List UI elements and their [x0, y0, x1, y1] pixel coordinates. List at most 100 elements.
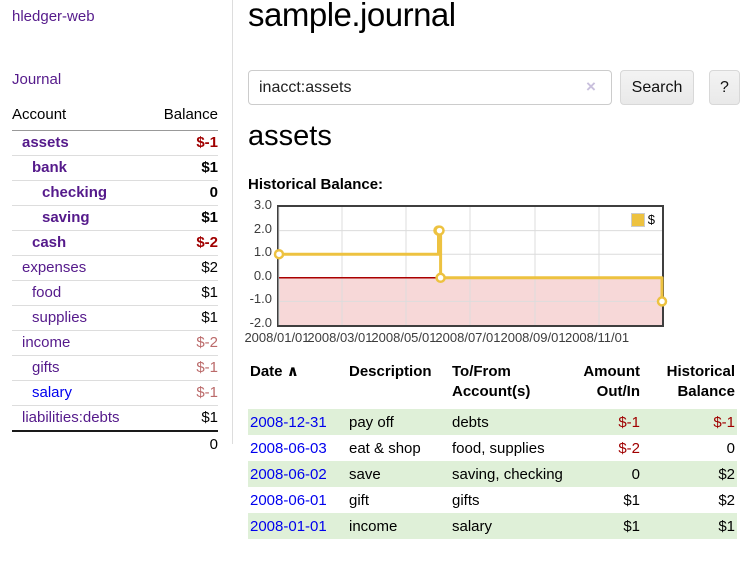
transaction-description: eat & shop	[349, 440, 421, 457]
historical-balance-chart: $ 3.0 2.0 1.0 0.0 -1.0 -2.0 2008/01/01 2008/03/…	[244, 198, 742, 355]
account-row: liabilities:debts $1	[12, 405, 218, 432]
account-link[interactable]: food	[32, 284, 62, 301]
col-header-accounts: To/From Account(s)	[452, 363, 531, 400]
transaction-date-link[interactable]: 2008-06-02	[250, 466, 327, 483]
transaction-accounts: food, supplies	[452, 440, 545, 457]
account-row: income $-2	[12, 330, 218, 356]
legend-label: $	[647, 212, 655, 227]
transaction-accounts: salary	[452, 518, 493, 535]
y-axis-tick-label: 3.0	[253, 197, 272, 212]
account-row: salary $-1	[12, 380, 218, 406]
transaction-date-link[interactable]: 2008-01-01	[250, 518, 327, 535]
sort-ascending-icon: ∧	[286, 363, 299, 380]
account-balance: $-1	[148, 130, 218, 156]
account-row: expenses $2	[12, 255, 218, 281]
accounts-total-balance: 0	[148, 430, 218, 458]
clear-search-icon[interactable]: ×	[586, 77, 596, 96]
accounts-header-row: Account Balance	[12, 102, 218, 131]
table-row: 2008-06-01 gift gifts $1 $2	[248, 487, 737, 513]
account-balance: $1	[148, 155, 218, 181]
y-axis-tick-label: -1.0	[249, 291, 272, 307]
account-link[interactable]: bank	[32, 159, 68, 176]
main-content: sample.journal × Search ? assets Histori…	[244, 0, 742, 582]
transaction-amount: $1	[623, 518, 640, 535]
table-row: 2008-01-01 income salary $1 $1	[248, 513, 737, 539]
sidebar: hledger-web Journal Account Balance asse…	[0, 0, 233, 458]
col-header-description: Description	[349, 363, 432, 380]
account-link[interactable]: income	[22, 334, 71, 351]
account-balance: $1	[148, 405, 218, 432]
account-row: food $1	[12, 280, 218, 306]
account-link[interactable]: supplies	[32, 309, 88, 326]
account-balance: $1	[148, 205, 218, 231]
account-link[interactable]: saving	[42, 209, 90, 226]
account-balance: $2	[148, 255, 218, 281]
account-row: gifts $-1	[12, 355, 218, 381]
account-row: bank $1	[12, 155, 218, 181]
account-link[interactable]: liabilities:debts	[22, 409, 120, 426]
account-row: assets $-1	[12, 130, 218, 156]
transaction-amount: 0	[631, 466, 640, 483]
account-balance: $-1	[148, 380, 218, 406]
sidebar-item-journal[interactable]: Journal	[12, 71, 62, 88]
col-header-date[interactable]: Date ∧	[250, 363, 299, 380]
help-button[interactable]: ?	[709, 70, 740, 105]
transaction-balance: $-1	[713, 414, 735, 431]
x-axis-tick-label: 2008/11/01	[564, 330, 630, 345]
x-axis-tick-label: 2008/05/01	[371, 330, 437, 345]
register-header-row: Date ∧ Description To/From Account(s) Am…	[248, 358, 737, 409]
legend-swatch-icon	[630, 212, 645, 227]
account-link[interactable]: gifts	[32, 359, 60, 376]
transaction-date-link[interactable]: 2008-06-03	[250, 440, 327, 457]
transaction-description: pay off	[349, 414, 394, 431]
chart-legend: $	[628, 211, 657, 228]
account-row: saving $1	[12, 205, 218, 231]
account-link[interactable]: salary	[32, 384, 73, 401]
transaction-description: gift	[349, 492, 370, 509]
chart-plot-area: $	[273, 205, 668, 327]
x-axis-tick-label: 2008/01/01	[244, 330, 310, 345]
table-row: 2008-06-02 save saving, checking 0 $2	[248, 461, 737, 487]
x-axis-tick-label: 2008/07/01	[435, 330, 501, 345]
x-axis-tick-label: 2008/09/01	[500, 330, 566, 345]
account-row: checking 0	[12, 180, 218, 206]
transaction-balance: $1	[718, 518, 735, 535]
account-link[interactable]: assets	[22, 134, 69, 151]
table-row: 2008-06-03 eat & shop food, supplies $-2 0	[248, 435, 737, 461]
account-balance: $-1	[148, 355, 218, 381]
account-link[interactable]: cash	[32, 234, 67, 251]
account-heading: assets	[248, 120, 332, 152]
search-bar: × Search ?	[248, 70, 742, 106]
accounts-table: Account Balance assets $-1 bank $1 checking 0…	[12, 102, 218, 458]
y-axis-tick-label: 2.0	[253, 220, 272, 236]
transaction-description: save	[349, 466, 381, 483]
transaction-balance: 0	[726, 440, 735, 457]
account-balance: $1	[148, 305, 218, 331]
transaction-accounts: debts	[452, 414, 489, 431]
search-input[interactable]	[248, 70, 612, 105]
register-table: Date ∧ Description To/From Account(s) Am…	[248, 358, 737, 539]
account-link[interactable]: checking	[42, 184, 108, 201]
y-axis-tick-label: -2.0	[249, 315, 272, 330]
accounts-header-account: Account	[12, 102, 149, 131]
transaction-date-link[interactable]: 2008-06-01	[250, 492, 327, 509]
transaction-description: income	[349, 518, 398, 535]
search-button[interactable]: Search	[620, 70, 694, 105]
col-header-balance: Historical Balance	[666, 363, 735, 400]
account-link[interactable]: expenses	[22, 259, 87, 276]
app-title-link[interactable]: hledger-web	[12, 8, 95, 25]
account-balance: $-2	[148, 330, 218, 356]
col-header-amount: Amount Out/In	[583, 363, 640, 400]
transaction-date-link[interactable]: 2008-12-31	[250, 414, 327, 431]
account-balance: $-2	[148, 230, 218, 256]
transaction-accounts: saving, checking	[452, 466, 563, 483]
transaction-balance: $2	[718, 466, 735, 483]
transaction-amount: $-2	[618, 440, 640, 457]
account-row: supplies $1	[12, 305, 218, 331]
x-axis-tick-label: 2008/03/01	[307, 330, 373, 345]
account-row: cash $-2	[12, 230, 218, 256]
account-balance: 0	[148, 180, 218, 206]
transaction-balance: $2	[718, 492, 735, 509]
table-row: 2008-12-31 pay off debts $-1 $-1	[248, 409, 737, 435]
